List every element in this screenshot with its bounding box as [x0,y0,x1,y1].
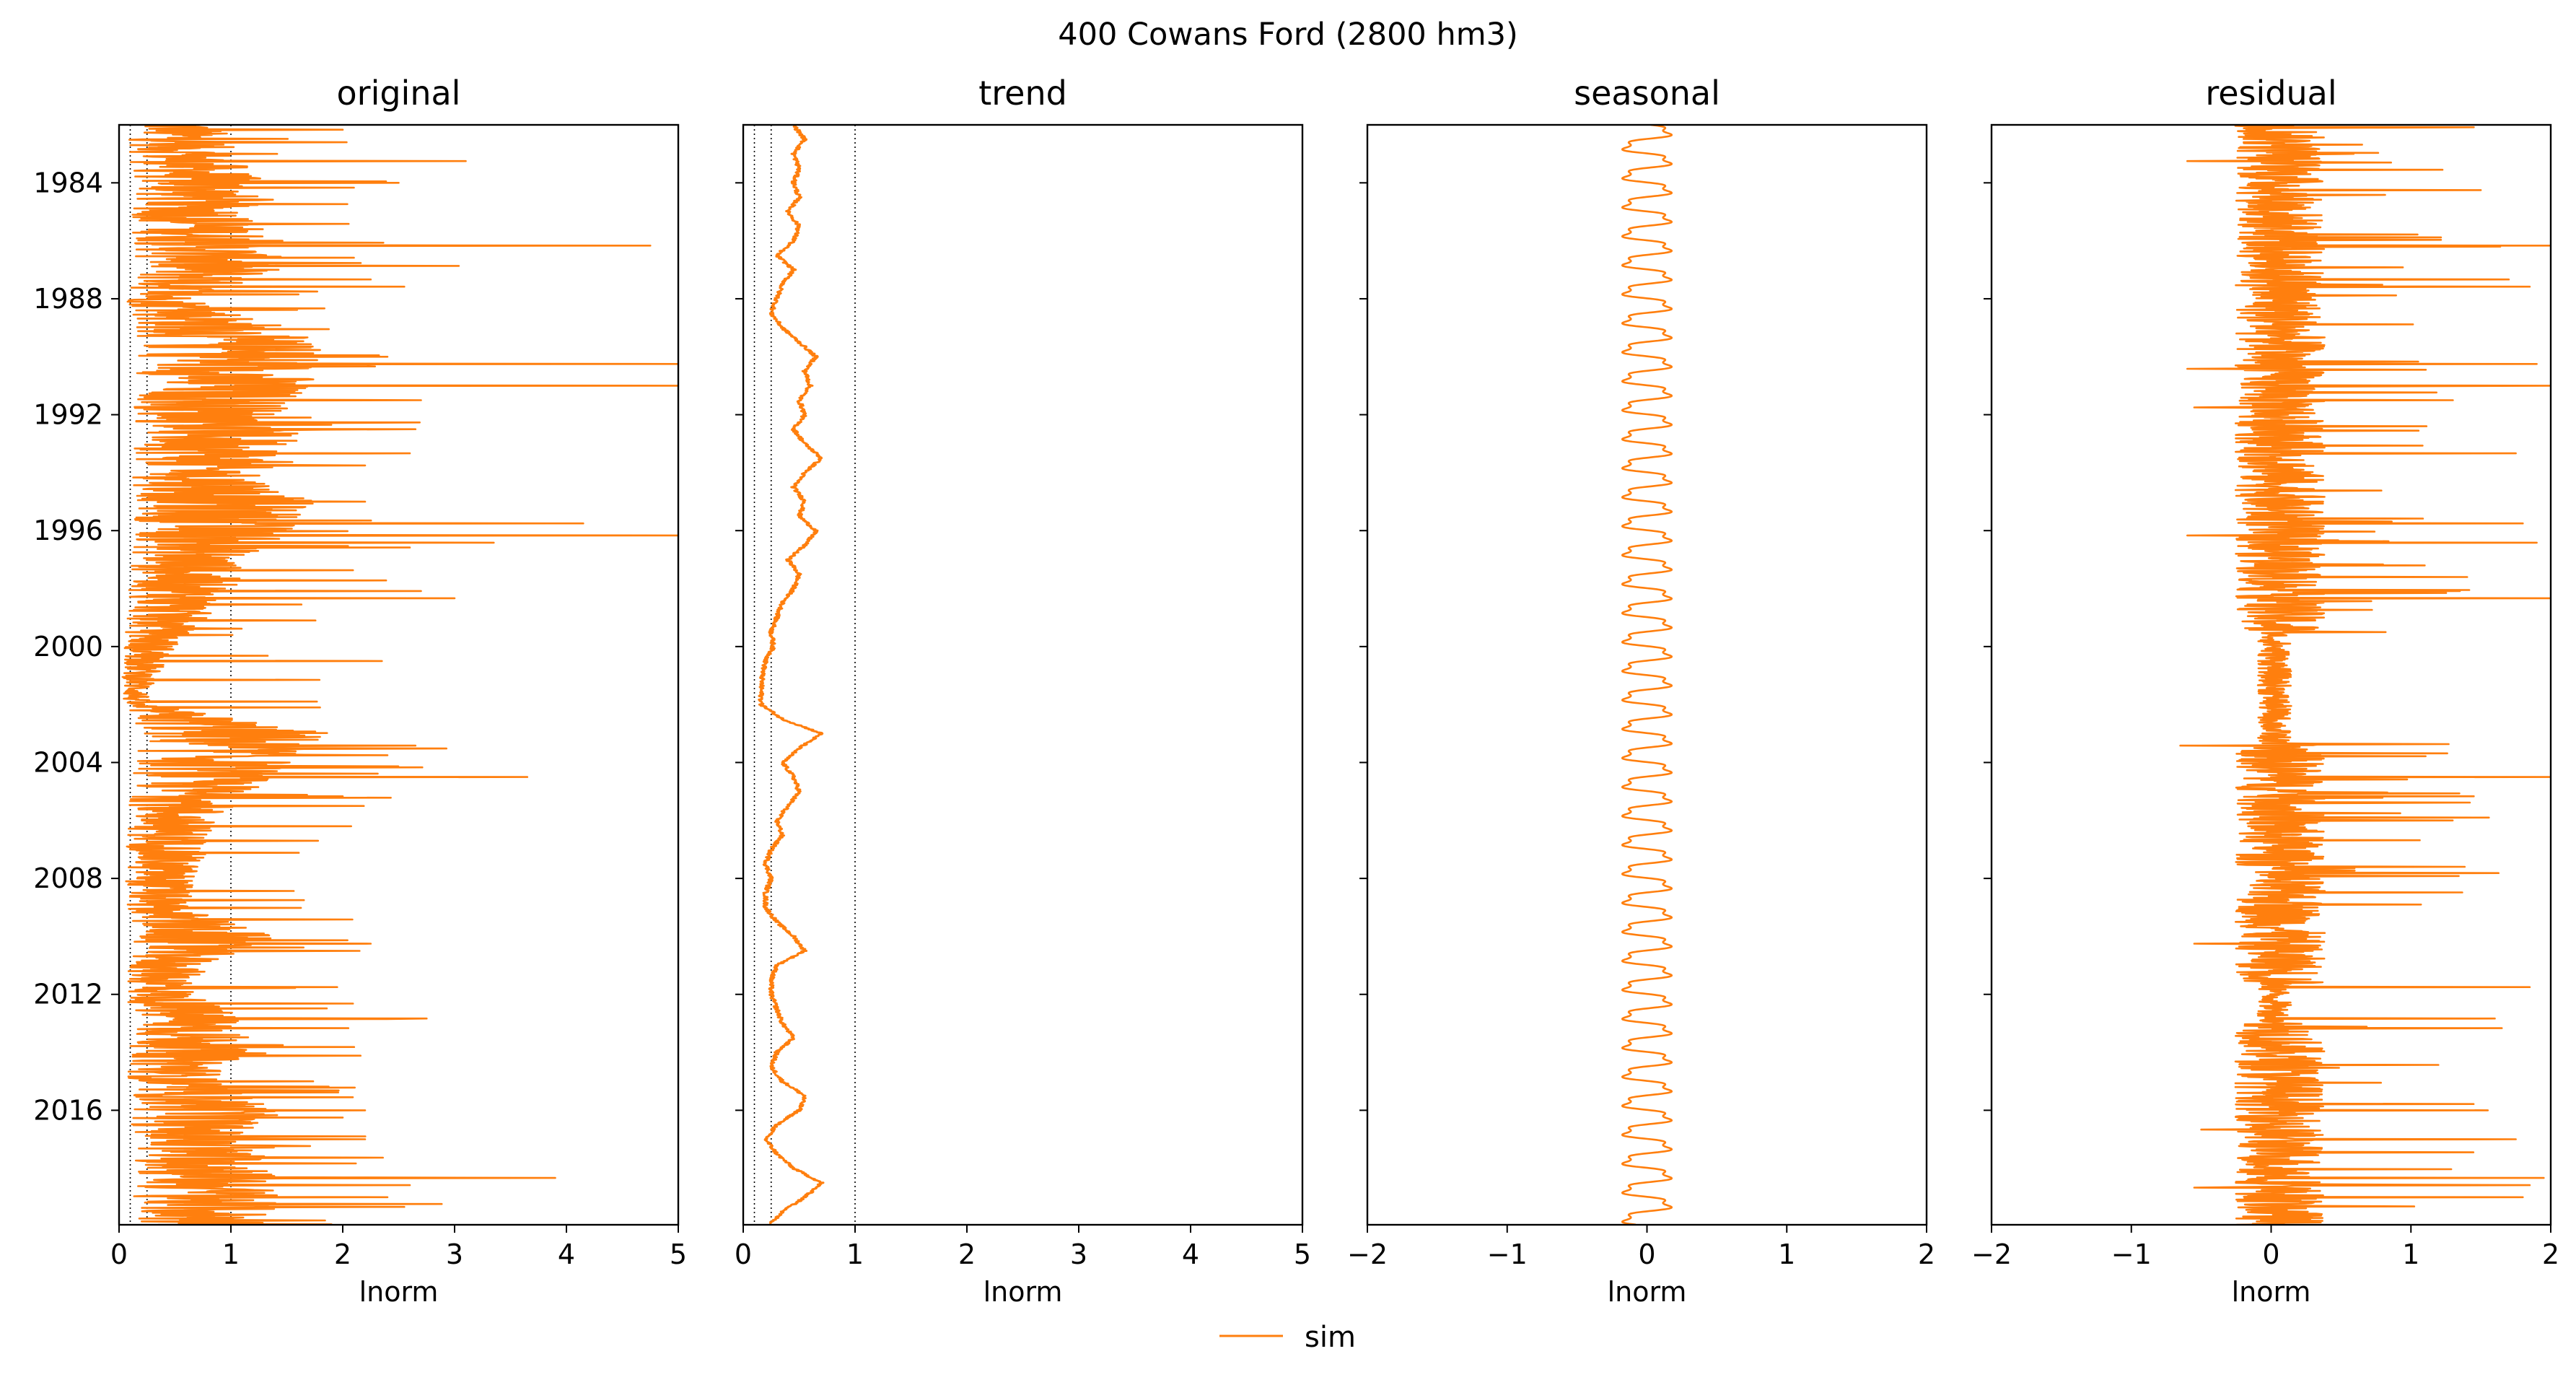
x-tick-label: 5 [670,1238,687,1270]
x-tick-label: 3 [446,1238,463,1270]
plot-frame [118,123,680,1226]
x-tick-label: 2 [1918,1238,1935,1270]
x-tick-label: 2 [958,1238,976,1270]
panel-title: trend [978,74,1067,113]
panel-title: seasonal [1574,74,1720,113]
x-tick-label: 1 [222,1238,240,1270]
panel-seasonal: seasonal −2 −1 0 1 2 lnorm [1347,74,1935,1308]
x-tick-label: 0 [1638,1238,1655,1270]
x-tick-label: 1 [846,1238,864,1270]
x-tick-label: −1 [2111,1238,2152,1270]
legend: sim [1219,1321,1356,1354]
series-line-sim [1621,125,1673,1225]
x-tick-label: 3 [1070,1238,1087,1270]
x-tick-label: 4 [558,1238,575,1270]
x-tick-label: 0 [110,1238,128,1270]
x-tick-label: 1 [2402,1238,2419,1270]
x-axis-label: lnorm [2232,1276,2311,1308]
x-tick-label: 0 [735,1238,752,1270]
x-axis-label: lnorm [359,1276,439,1308]
y-tick-label: 2004 [33,746,103,778]
y-tick-label: 2008 [33,862,103,894]
x-tick-label: 2 [334,1238,351,1270]
figure-title: 400 Cowans Ford (2800 hm3) [1058,17,1517,53]
x-tick-label: −1 [1487,1238,1528,1270]
panel-residual: residual −2 −1 0 1 2 lnorm [1971,74,2559,1308]
panel-title: original [337,74,461,113]
x-tick-label: 5 [1294,1238,1311,1270]
y-tick-label: 1996 [33,515,103,546]
y-tick-label: 1988 [33,283,103,315]
x-axis-label: lnorm [1608,1276,1687,1308]
x-tick-label: −2 [1971,1238,2012,1270]
x-tick-label: 4 [1182,1238,1199,1270]
y-tick-label: 2016 [33,1094,103,1126]
x-tick-label: 1 [1778,1238,1795,1270]
x-tick-label: 0 [2262,1238,2279,1270]
series-line-sim [758,125,825,1225]
plot-frame [742,123,1304,1226]
y-tick-label: 1984 [33,167,103,198]
x-tick-label: −2 [1347,1238,1388,1270]
panel-original: original 0 1 2 3 4 5 lnorm 1984 1988 1992 1996 2000 2… [33,74,687,1308]
y-tick-label: 1992 [33,399,103,431]
series-line-sim [2179,125,2551,1225]
x-axis-label: lnorm [983,1276,1063,1308]
panel-trend: trend 0 1 2 3 4 5 lnorm [735,74,1311,1308]
series-line-sim [121,125,678,1225]
y-tick-label: 2000 [33,631,103,663]
y-tick-label: 2012 [33,979,103,1010]
legend-label-sim: sim [1305,1321,1356,1354]
panel-title: residual [2205,74,2336,113]
x-tick-label: 2 [2542,1238,2559,1270]
